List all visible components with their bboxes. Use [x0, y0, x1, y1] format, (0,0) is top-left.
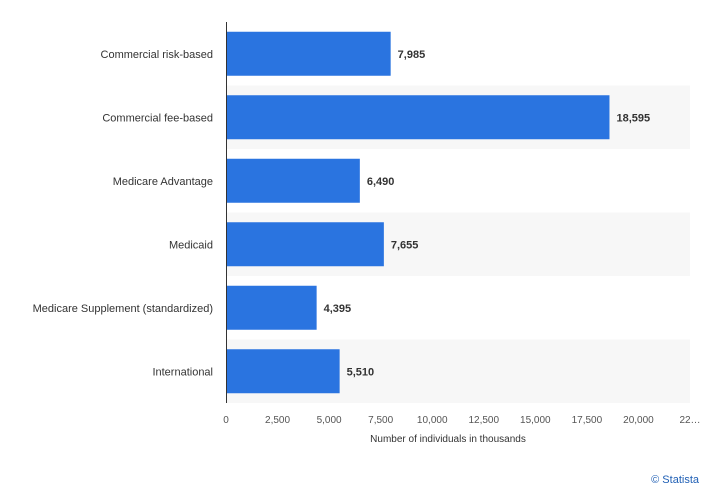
- x-tick-label: 0: [223, 415, 229, 426]
- x-tick-label: 17,500: [572, 415, 603, 426]
- x-axis-title: Number of individuals in thousands: [370, 434, 526, 445]
- bar[interactable]: [226, 349, 340, 394]
- bar[interactable]: [226, 158, 360, 203]
- x-tick-label: 12,500: [468, 415, 499, 426]
- x-tick-labels: 0 2,500 5,000 7,500 10,000 12,500 15,000 17,500…: [223, 415, 700, 426]
- x-tick-label: 20,000: [623, 415, 654, 426]
- category-label: Medicaid: [169, 239, 213, 251]
- category-label: Medicare Supplement (standardized): [33, 303, 213, 315]
- value-label: 6,490: [367, 176, 395, 188]
- category-labels: Commercial risk-based Commercial fee-base…: [33, 49, 213, 379]
- x-tick-label: 15,000: [520, 415, 551, 426]
- value-label: 5,510: [347, 366, 375, 378]
- category-label: Commercial risk-based: [101, 49, 213, 61]
- bar[interactable]: [226, 95, 610, 140]
- x-tick-label: 5,000: [317, 415, 342, 426]
- category-label: International: [152, 366, 213, 378]
- category-label: Medicare Advantage: [113, 176, 213, 188]
- category-label: Commercial fee-based: [102, 112, 213, 124]
- bar[interactable]: [226, 285, 317, 330]
- value-label: 18,595: [616, 112, 650, 124]
- bar[interactable]: [226, 222, 384, 267]
- x-tick-label: 2,500: [265, 415, 290, 426]
- statista-credit[interactable]: © Statista: [651, 474, 699, 486]
- x-tick-label: 22…: [679, 415, 700, 426]
- value-label: 7,985: [398, 49, 426, 61]
- x-tick-label: 10,000: [417, 415, 448, 426]
- x-tick-label: 7,500: [368, 415, 393, 426]
- value-label: 4,395: [324, 303, 352, 315]
- bar[interactable]: [226, 31, 391, 76]
- value-labels: 7,985 18,595 6,490 7,655 4,395 5,510: [324, 49, 650, 379]
- value-label: 7,655: [391, 239, 419, 251]
- bars: [226, 31, 610, 394]
